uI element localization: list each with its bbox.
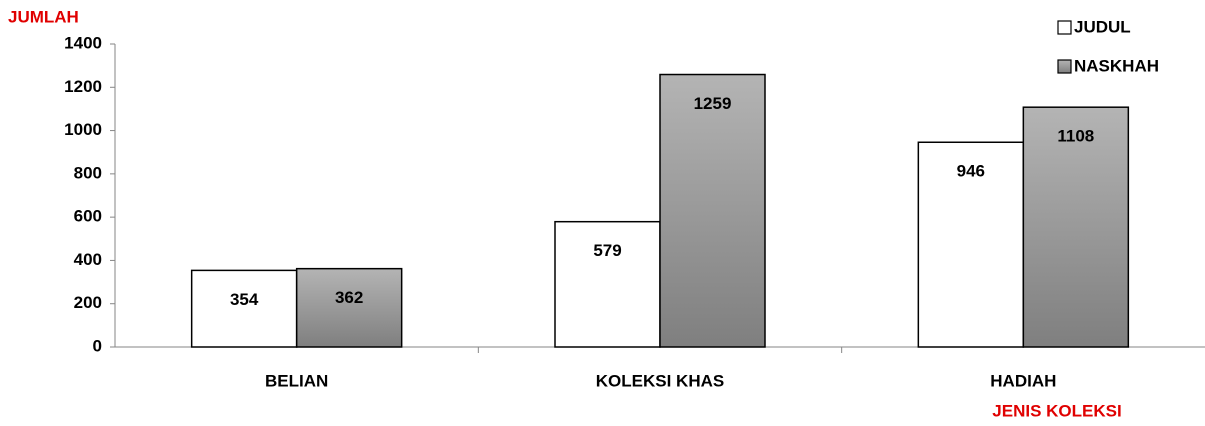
y-tick-label: 200 [74, 293, 102, 312]
y-tick-label: 1200 [64, 77, 102, 96]
y-tick-label: 1000 [64, 120, 102, 139]
bar [659, 73, 766, 348]
x-tick-label: HADIAH [990, 371, 1056, 390]
bar [295, 267, 403, 348]
y-tick-label: 600 [74, 207, 102, 226]
legend-label: JUDUL [1074, 17, 1131, 36]
y-tick-label: 1400 [64, 33, 102, 52]
bar [917, 141, 1025, 348]
x-tick-label: KOLEKSI KHAS [596, 371, 724, 390]
bar [554, 220, 661, 348]
x-tick-label: BELIAN [265, 371, 328, 390]
legend-swatch [1057, 20, 1072, 35]
bar [190, 269, 298, 348]
x-axis-title: JENIS KOLEKSI [992, 401, 1121, 420]
data-label: 579 [593, 241, 621, 260]
data-label: 354 [230, 290, 259, 309]
y-tick-label: 0 [93, 336, 102, 355]
legend-swatch [1057, 59, 1072, 74]
data-label: 1259 [694, 94, 732, 113]
bar [1022, 106, 1130, 348]
y-tick-label: 400 [74, 250, 102, 269]
data-label: 946 [957, 162, 985, 181]
data-label: 1108 [1057, 127, 1094, 146]
legend-label: NASKHAH [1074, 56, 1159, 75]
y-tick-label: 800 [74, 163, 102, 182]
data-label: 362 [335, 288, 363, 307]
y-axis-title: JUMLAH [8, 7, 79, 26]
